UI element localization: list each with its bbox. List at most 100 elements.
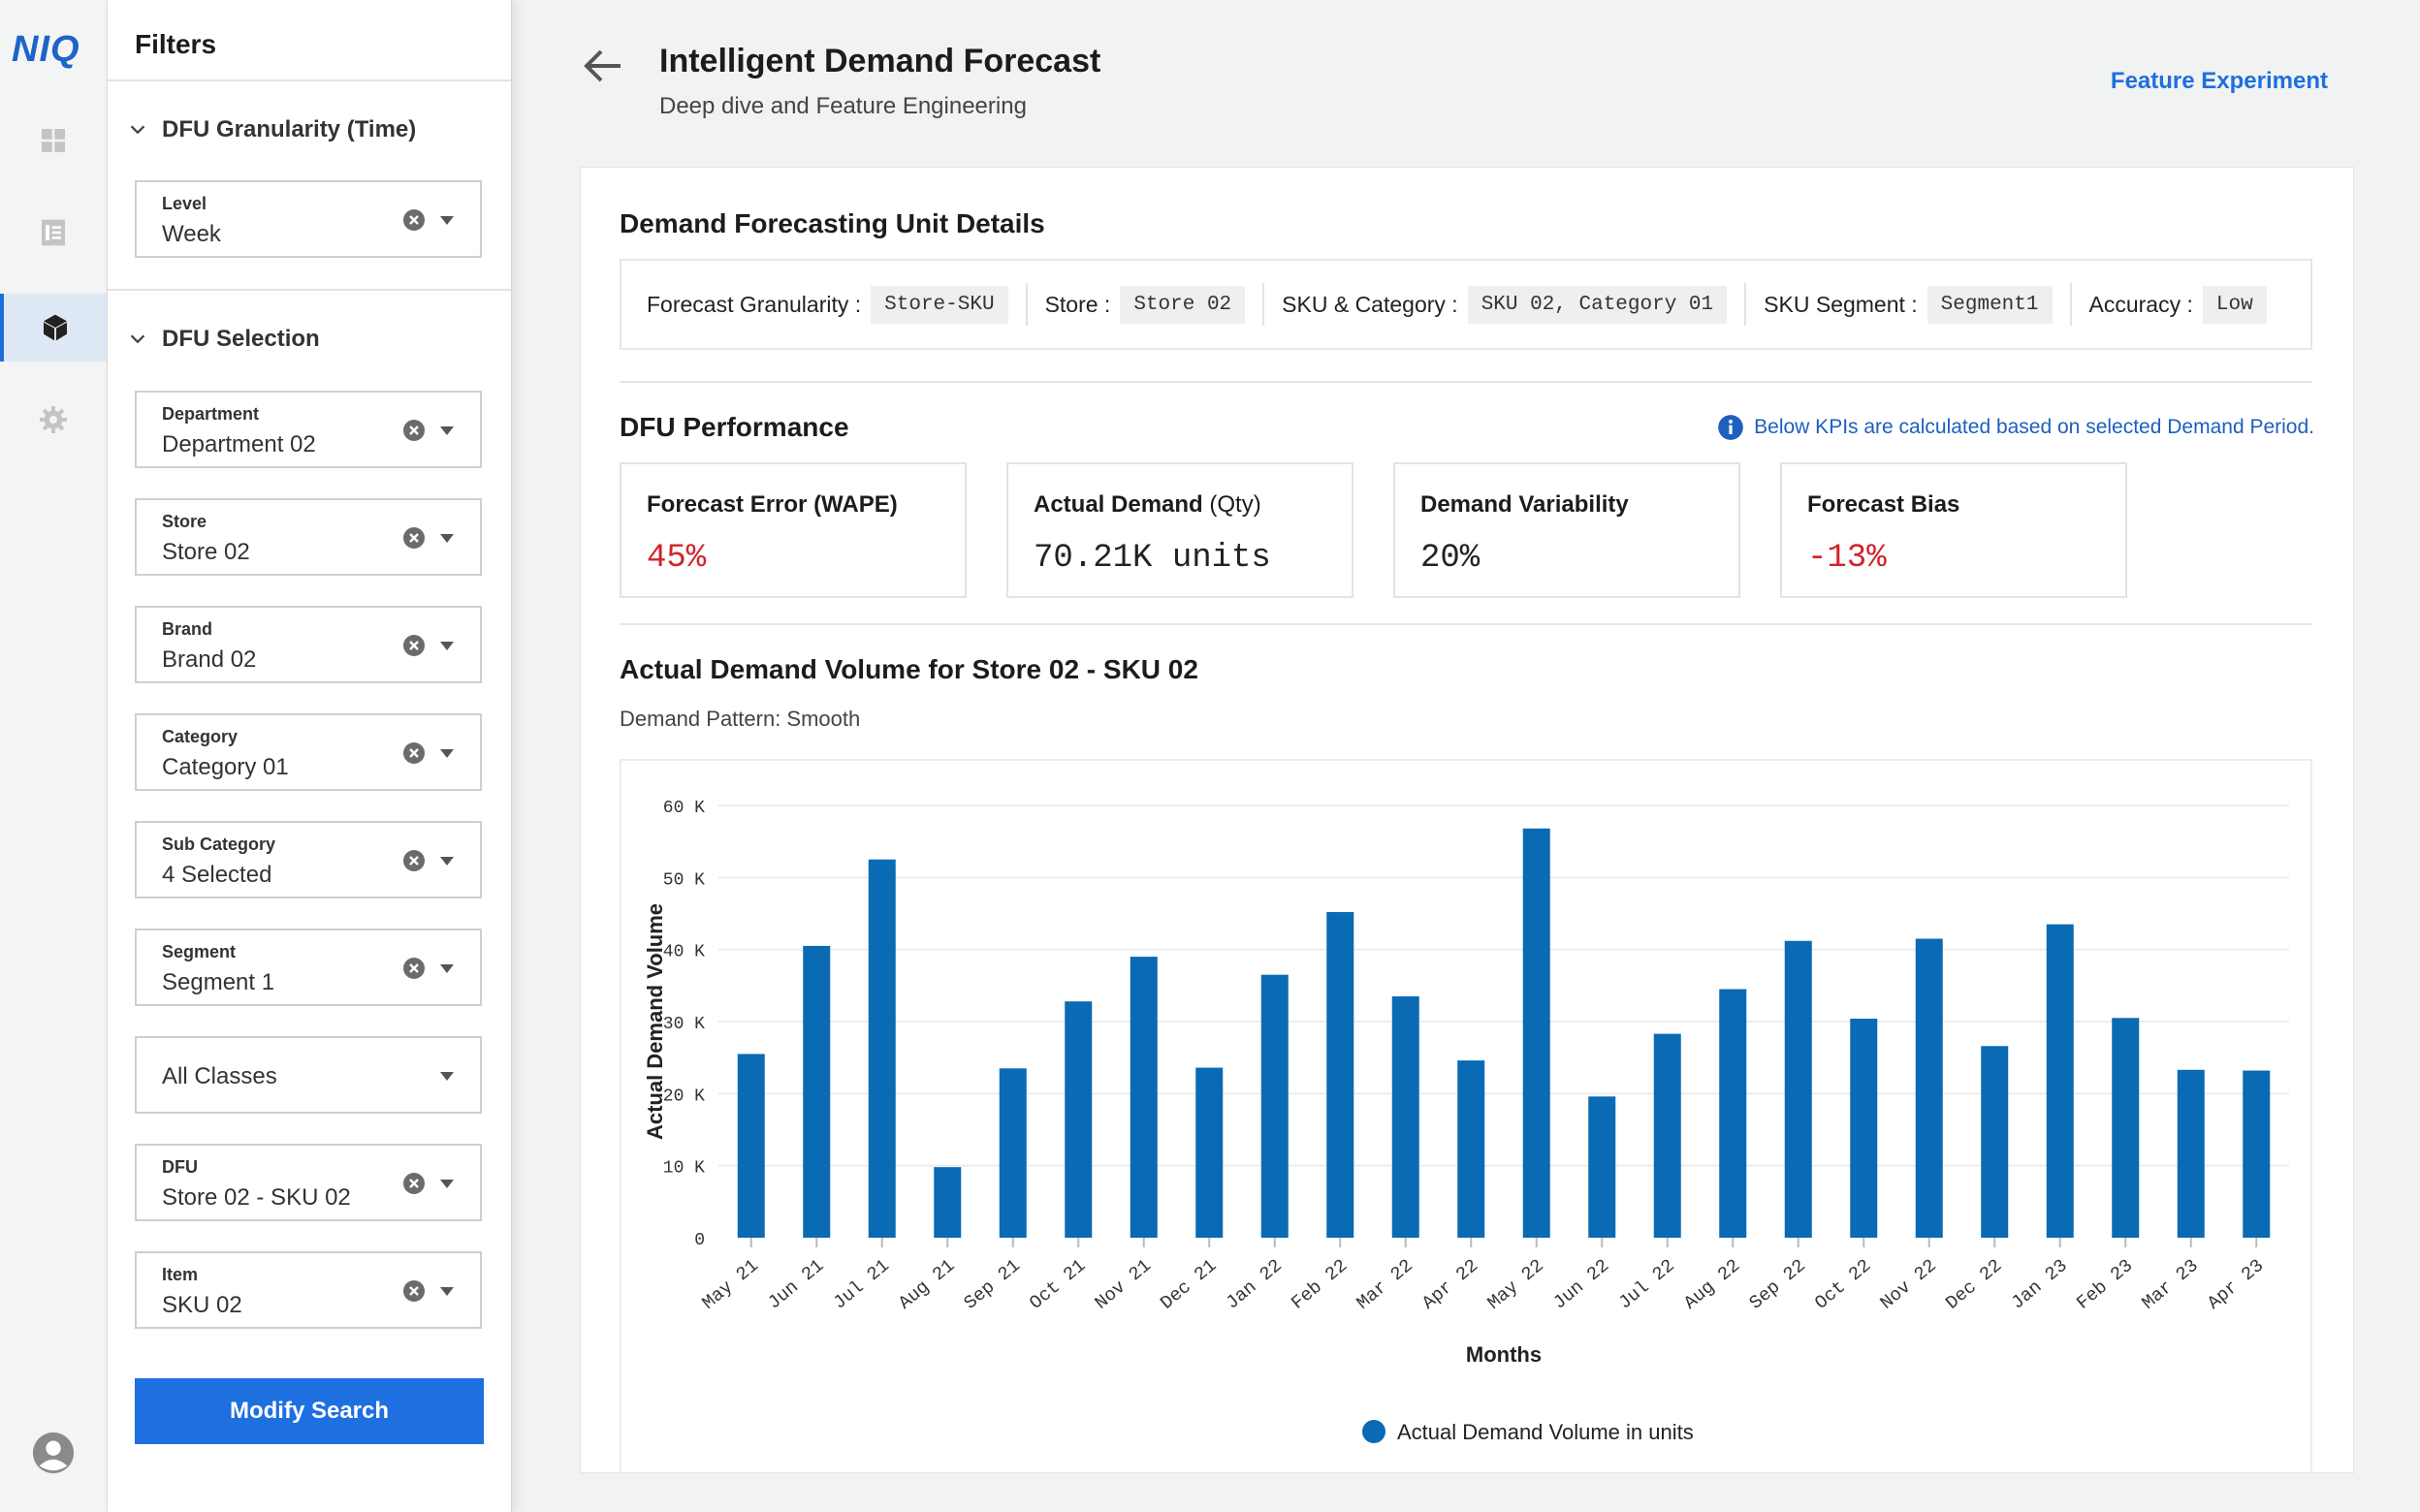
x-tick-label: Mar 23 [2138, 1255, 2203, 1314]
caret-down-icon[interactable] [439, 425, 455, 437]
bar [1784, 940, 1812, 1238]
x-tick-label: May 22 [1483, 1255, 1548, 1314]
x-tick-label: Oct 22 [1811, 1255, 1876, 1314]
x-tick-label: Jan 22 [1222, 1255, 1287, 1314]
caret-down-icon[interactable] [439, 963, 455, 975]
caret-down-icon[interactable] [439, 215, 455, 227]
kpi-note: Below KPIs are calculated based on selec… [1717, 414, 2314, 441]
field-value: Segment 1 [162, 969, 275, 995]
page-title: Intelligent Demand Forecast [659, 43, 1101, 79]
x-tick-label: Sep 21 [960, 1255, 1025, 1314]
caret-down-icon[interactable] [439, 1286, 455, 1298]
nav-forecast[interactable] [0, 294, 107, 362]
clear-icon[interactable] [402, 849, 426, 872]
kpi-card-variability: Demand Variability 20% [1393, 462, 1740, 598]
category-select[interactable]: Category Category 01 [135, 713, 482, 791]
performance-title: DFU Performance [620, 412, 849, 442]
field-label: Category [162, 727, 239, 746]
brand-select[interactable]: Brand Brand 02 [135, 606, 482, 683]
detail-chip: Store 02 [1120, 285, 1246, 324]
kpi-value: 20% [1420, 540, 1481, 577]
x-tick-label: Apr 23 [2204, 1255, 2269, 1314]
field-value: Week [162, 221, 221, 247]
bar [803, 945, 831, 1238]
nav-dashboard[interactable] [0, 107, 107, 174]
field-value: Department 02 [162, 431, 316, 457]
nav-rail: NIQ [0, 0, 108, 1512]
detail-label: Accuracy : [2088, 291, 2193, 317]
x-tick-label: Jun 21 [764, 1255, 829, 1314]
nav-reports[interactable] [0, 199, 107, 267]
x-tick-label: Apr 22 [1418, 1255, 1483, 1314]
divider [620, 381, 2312, 383]
y-tick-label: 10 K [663, 1159, 705, 1179]
detail-label: Store : [1044, 291, 1111, 317]
caret-down-icon[interactable] [439, 1071, 455, 1083]
cube-icon [44, 314, 67, 341]
clear-icon[interactable] [402, 1172, 426, 1195]
section-toggle-time[interactable]: DFU Granularity (Time) [127, 116, 416, 143]
detail-label: SKU & Category : [1282, 291, 1458, 317]
kpi-title-text: Actual Demand [1034, 491, 1203, 518]
department-select[interactable]: Department Department 02 [135, 391, 482, 468]
bar [934, 1167, 962, 1238]
caret-down-icon[interactable] [439, 533, 455, 545]
clear-icon[interactable] [402, 526, 426, 550]
store-select[interactable]: Store Store 02 [135, 498, 482, 576]
page-subtitle: Deep dive and Feature Engineering [659, 93, 1027, 119]
field-label: Sub Category [162, 835, 276, 854]
detail-label: Forecast Granularity : [647, 291, 862, 317]
bar [1391, 995, 1419, 1238]
detail-accuracy: Accuracy : Low [2089, 283, 2284, 326]
gear-icon [40, 406, 67, 433]
clear-icon[interactable] [402, 741, 426, 765]
info-icon [1718, 415, 1743, 440]
user-avatar-icon[interactable] [31, 1431, 76, 1475]
x-tick-label: Jul 21 [829, 1255, 894, 1314]
bar [1326, 912, 1354, 1238]
class-select[interactable]: All Classes [135, 1036, 482, 1114]
back-arrow-icon[interactable] [582, 47, 624, 85]
x-tick-label: Feb 22 [1288, 1255, 1353, 1314]
x-tick-label: Dec 21 [1157, 1255, 1222, 1314]
detail-chip: SKU 02, Category 01 [1467, 285, 1728, 324]
sub-category-select[interactable]: Sub Category 4 Selected [135, 821, 482, 898]
bar [1065, 1001, 1093, 1238]
clear-icon[interactable] [402, 634, 426, 657]
feature-experiment-link[interactable]: Feature Experiment [2110, 68, 2328, 94]
segment-select[interactable]: Segment Segment 1 [135, 929, 482, 1006]
clear-icon[interactable] [402, 419, 426, 442]
x-tick-label: Jan 23 [2007, 1255, 2072, 1314]
clear-icon[interactable] [402, 1279, 426, 1303]
kpi-note-text: Below KPIs are calculated based on selec… [1754, 416, 2314, 438]
kpi-card-bias: Forecast Bias -13% [1780, 462, 2127, 598]
bar [1195, 1067, 1224, 1238]
clear-icon[interactable] [402, 957, 426, 980]
item-select[interactable]: Item SKU 02 [135, 1251, 482, 1329]
section-title-selection: DFU Selection [162, 326, 320, 352]
modify-search-button[interactable]: Modify Search [135, 1378, 484, 1444]
level-select[interactable]: Level Week [135, 180, 482, 258]
nav-settings[interactable] [0, 386, 107, 454]
clear-icon[interactable] [402, 208, 426, 232]
divider [620, 623, 2312, 625]
x-tick-label: Dec 22 [1942, 1255, 2007, 1314]
x-tick-label: Sep 22 [1745, 1255, 1810, 1314]
detail-sku-category: SKU & Category : SKU 02, Category 01 [1282, 283, 1747, 326]
section-toggle-selection[interactable]: DFU Selection [127, 326, 320, 353]
y-axis-title: Actual Demand Volume [643, 903, 667, 1140]
bar [1588, 1096, 1616, 1238]
dfu-select[interactable]: DFU Store 02 - SKU 02 [135, 1144, 482, 1221]
detail-chip: Store-SKU [871, 285, 1008, 324]
caret-down-icon[interactable] [439, 1179, 455, 1190]
bar [1719, 989, 1747, 1238]
caret-down-icon[interactable] [439, 641, 455, 652]
bar [868, 859, 896, 1238]
kpi-title: Demand Variability [1420, 491, 1629, 519]
bar [2177, 1069, 2205, 1238]
x-tick-label: Aug 21 [895, 1255, 960, 1314]
caret-down-icon[interactable] [439, 856, 455, 867]
x-tick-label: May 21 [698, 1255, 763, 1314]
caret-down-icon[interactable] [439, 748, 455, 760]
